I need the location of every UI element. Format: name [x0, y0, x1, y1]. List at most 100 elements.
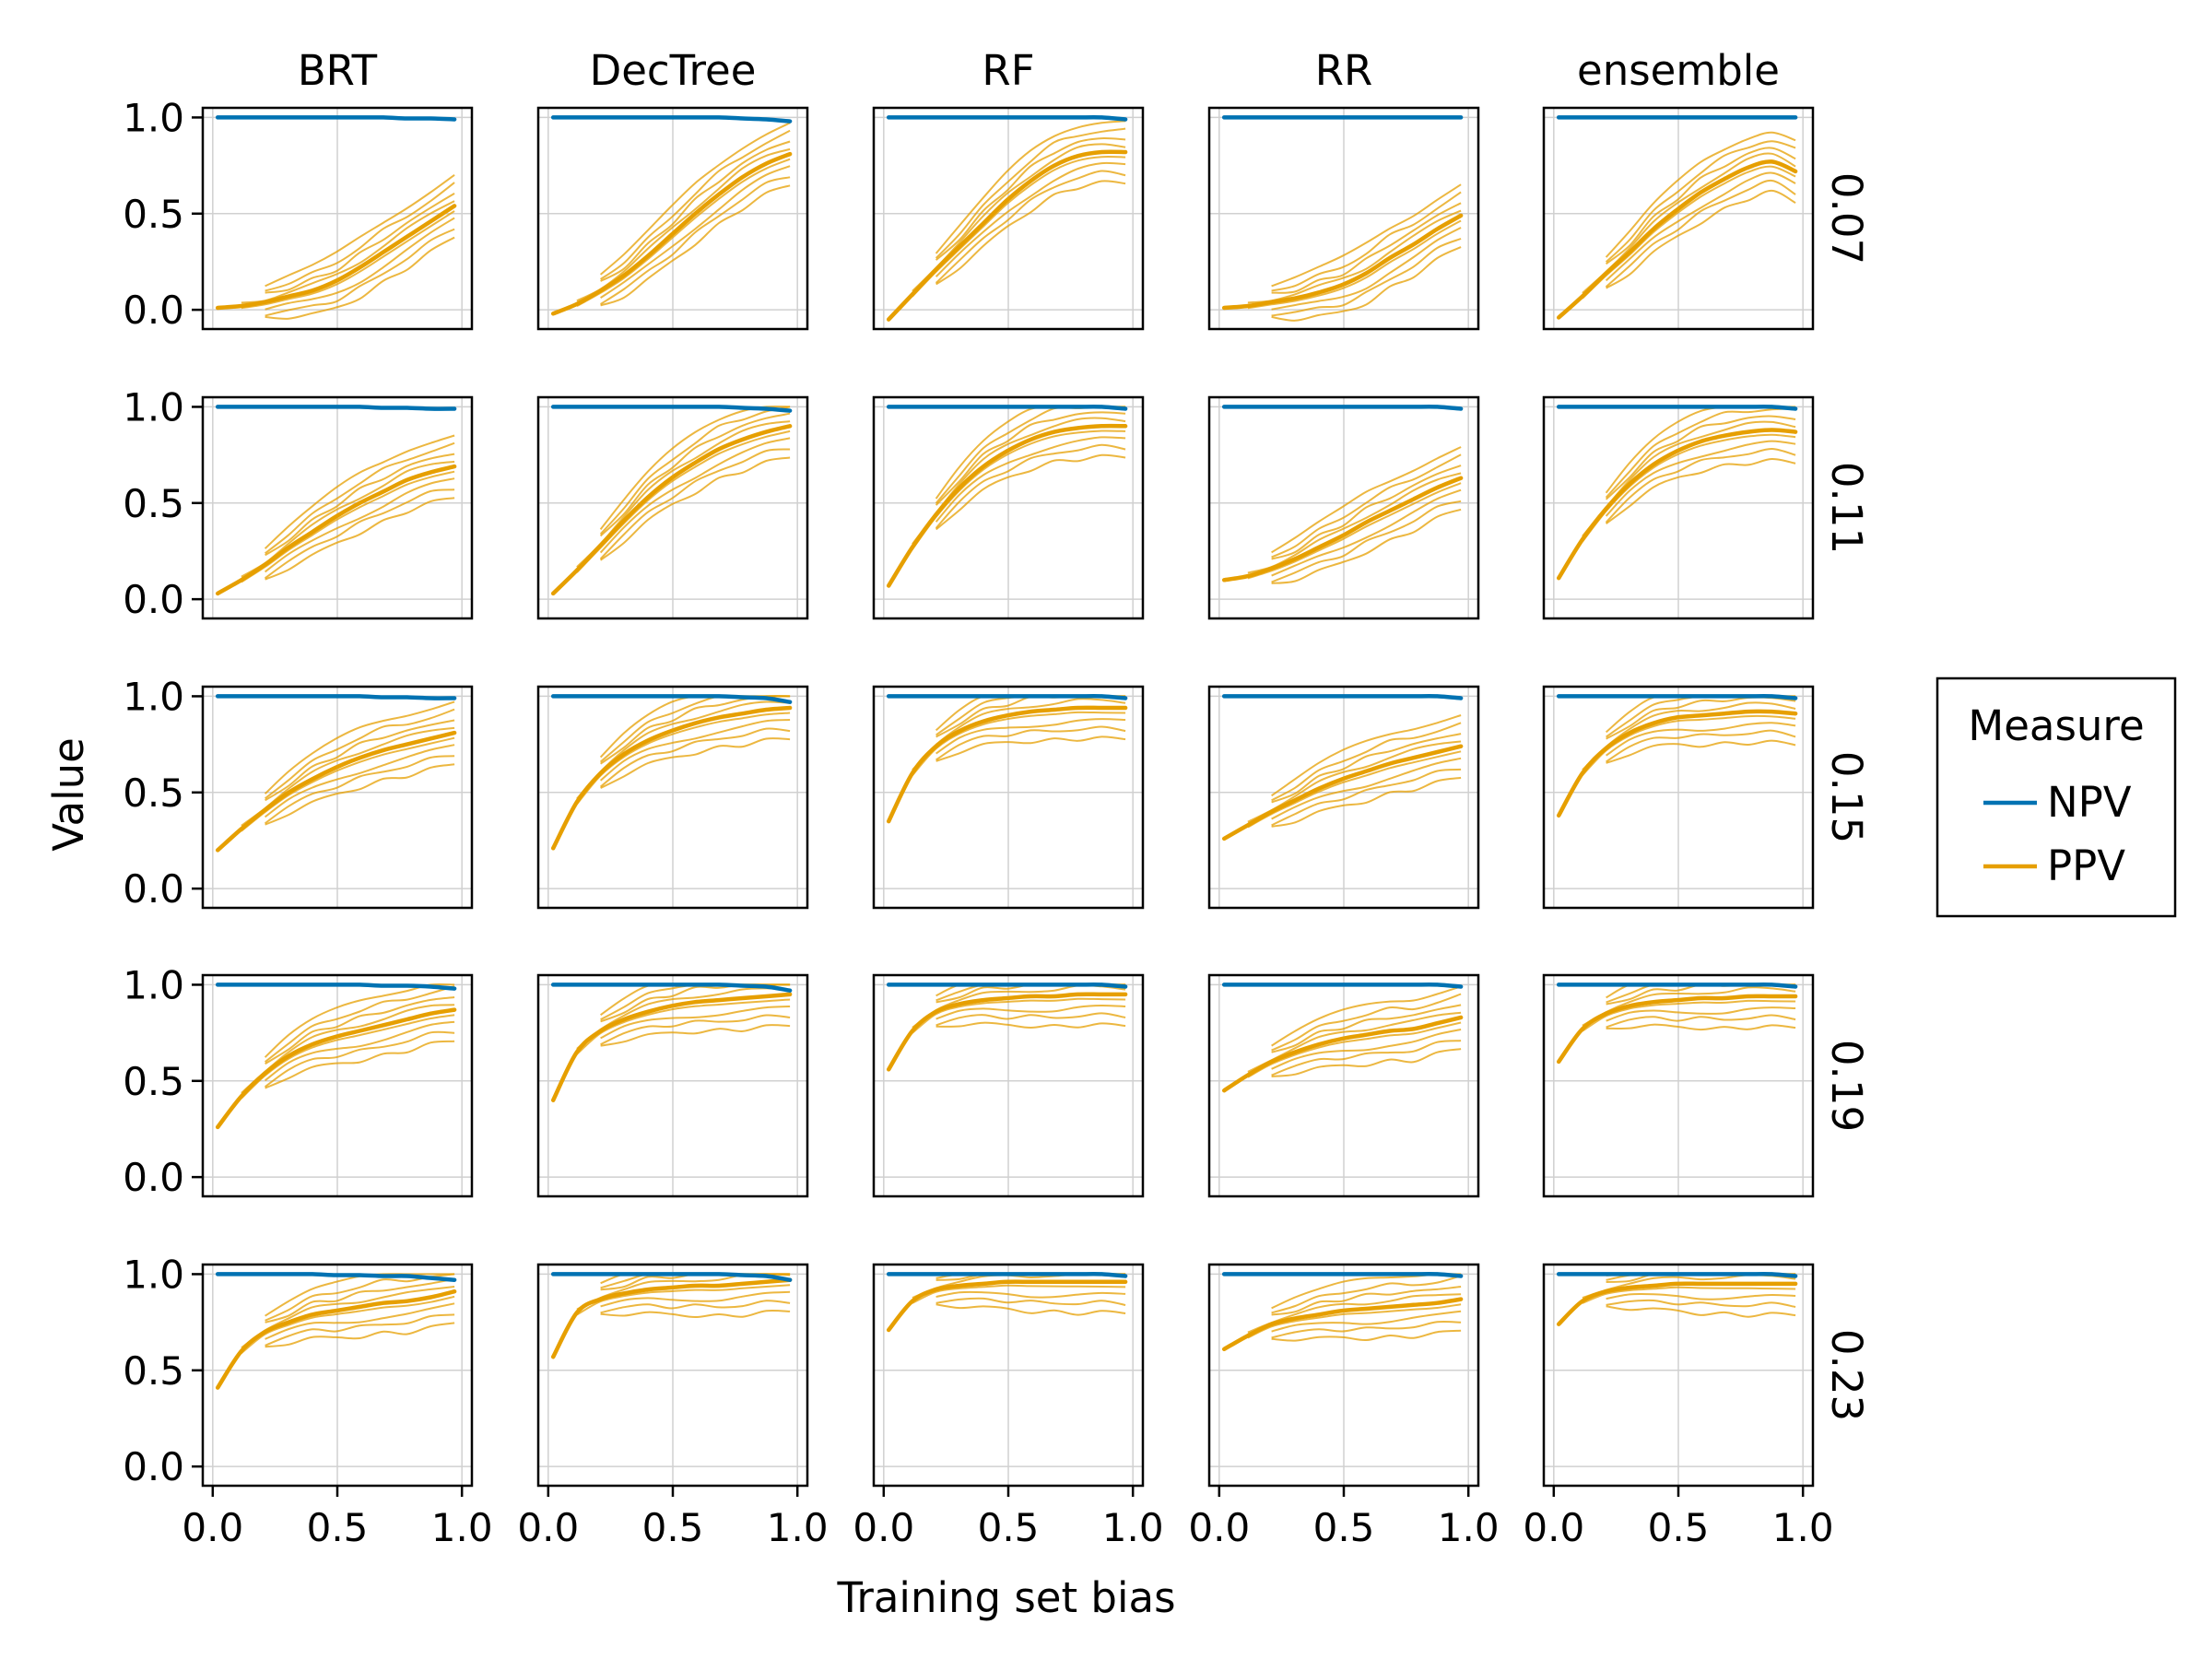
npv-line: [1556, 405, 1798, 411]
ppv-line: [1221, 213, 1464, 311]
y-tick-label: 0.5: [123, 1059, 184, 1104]
ppv-density-contour: [1605, 140, 1796, 263]
panel-frame: [872, 106, 1145, 331]
ppv-density-contour: [1271, 246, 1462, 322]
ppv-density-contour: [935, 443, 1126, 529]
npv-line: [1221, 982, 1464, 989]
npv-line: [550, 694, 793, 704]
ppv-density-contour: [1271, 1310, 1462, 1333]
ppv-density-contour: [1271, 1275, 1462, 1314]
ppv-density-contour: [1271, 1048, 1462, 1077]
ppv-line: [215, 204, 457, 311]
panel-frame: [536, 685, 809, 910]
panel-frame: [1542, 685, 1815, 910]
ppv-density-contour: [1606, 1023, 1796, 1031]
ppv-density-contour: [265, 1040, 455, 1089]
ppv-density-contour: [1605, 407, 1796, 499]
gridlines: [203, 397, 472, 618]
panel-dectree-0.23: 0.0 0.5 1.0: [517, 1263, 829, 1550]
ppv-line: [1556, 159, 1798, 320]
x-tick-label: 0.5: [1648, 1505, 1710, 1550]
panel-frame: [872, 973, 1145, 1198]
ppv-density-contour: [935, 1021, 1126, 1030]
x-tick-label: 0.0: [1523, 1505, 1584, 1550]
ppv-density-contour: [1271, 1004, 1462, 1053]
ppv-density-contour: [1247, 750, 1462, 829]
ppv-density-contour: [1606, 1305, 1796, 1318]
x-tick-label: 1.0: [767, 1505, 829, 1550]
ppv-density-contour: [599, 406, 791, 535]
panel-rr-0.19: [1207, 973, 1480, 1198]
ppv-density-contour: [1271, 183, 1462, 288]
ppv-density-contour: [600, 1024, 791, 1047]
ppv-density-contour: [1271, 1040, 1462, 1077]
ppv-density-contour: [1606, 1014, 1796, 1029]
ppv-density-contour: [1606, 729, 1796, 763]
ppv-density-contour: [1271, 227, 1462, 311]
panel-rf-0.15: [872, 685, 1145, 910]
panel-frame: [201, 106, 474, 331]
panel-rr-0.07: [1207, 106, 1480, 331]
ppv-line: [1556, 994, 1798, 1065]
ppv-density-contour: [576, 1284, 791, 1316]
ppv-density-contour: [935, 1004, 1126, 1020]
ppv-density-contour: [935, 137, 1126, 261]
x-tick-label: 0.5: [978, 1505, 1040, 1550]
ppv-density-contour: [265, 996, 455, 1065]
panel-dectree-0.11: [536, 395, 809, 620]
panel-rf-0.23: 0.0 0.5 1.0: [853, 1263, 1164, 1550]
ppv-density-contour: [1271, 500, 1462, 583]
ppv-line: [1221, 744, 1464, 841]
ppv-density-contour: [600, 1014, 791, 1046]
gridlines: [1544, 687, 1813, 908]
npv-line: [1556, 1272, 1798, 1278]
column-header-rr: RR: [1315, 46, 1373, 95]
ppv-density-contour: [599, 719, 791, 782]
npv-line: [886, 405, 1128, 411]
ppv-density-contour: [1271, 985, 1462, 1047]
ppv-density-contour: [935, 725, 1126, 761]
ppv-density-contour: [1606, 189, 1796, 289]
ppv-density-contour: [912, 997, 1126, 1034]
ppv-density-contour: [1271, 733, 1462, 804]
row-header-0.19: 0.19: [1822, 1040, 1871, 1132]
ppv-line: [550, 992, 793, 1102]
ppv-density-contour: [600, 176, 791, 305]
ppv-density-contour: [600, 1006, 791, 1040]
ppv-density-contour: [265, 1313, 455, 1347]
ppv-density-contour: [1605, 179, 1796, 288]
panel-frame: [1207, 106, 1480, 331]
panel-frame: [536, 973, 809, 1198]
npv-line: [886, 694, 1128, 700]
legend-label-npv: NPV: [2047, 778, 2132, 827]
ppv-density-contour: [576, 158, 791, 307]
ppv-line: [1221, 476, 1464, 582]
column-header-dectree: DecTree: [590, 46, 757, 95]
ppv-density-contour: [265, 217, 455, 311]
ppv-density-contour: [265, 1030, 455, 1088]
ppv-density-contour: [935, 453, 1126, 531]
ppv-density-contour: [1271, 776, 1462, 828]
npv-line: [215, 694, 457, 700]
ppv-density-contour: [264, 700, 455, 794]
ppv-density-contour: [1605, 447, 1796, 524]
gridlines: [203, 687, 472, 908]
ppv-density-contour: [1582, 420, 1796, 537]
ppv-density-contour: [1271, 993, 1462, 1052]
panel-frame: [201, 395, 474, 620]
ppv-density-contour: [912, 417, 1126, 545]
ppv-density-contour: [1271, 1320, 1462, 1339]
npv-line: [886, 1272, 1128, 1278]
ppv-density-contour: [265, 182, 455, 292]
ppv-line: [1556, 709, 1798, 818]
ppv-density-contour: [264, 708, 455, 800]
ppv-density-contour: [1271, 722, 1462, 802]
panel-ensemble-0.07: [1542, 106, 1815, 331]
gridlines: [1209, 397, 1478, 618]
x-tick-label: 1.0: [431, 1505, 493, 1550]
panel-brt-0.19: 0.0 0.5 1.0: [123, 962, 474, 1200]
ppv-density-contour: [1605, 415, 1796, 500]
ppv-line: [1221, 1015, 1464, 1093]
ppv-density-contour: [1606, 1292, 1796, 1300]
gridlines: [874, 687, 1143, 908]
